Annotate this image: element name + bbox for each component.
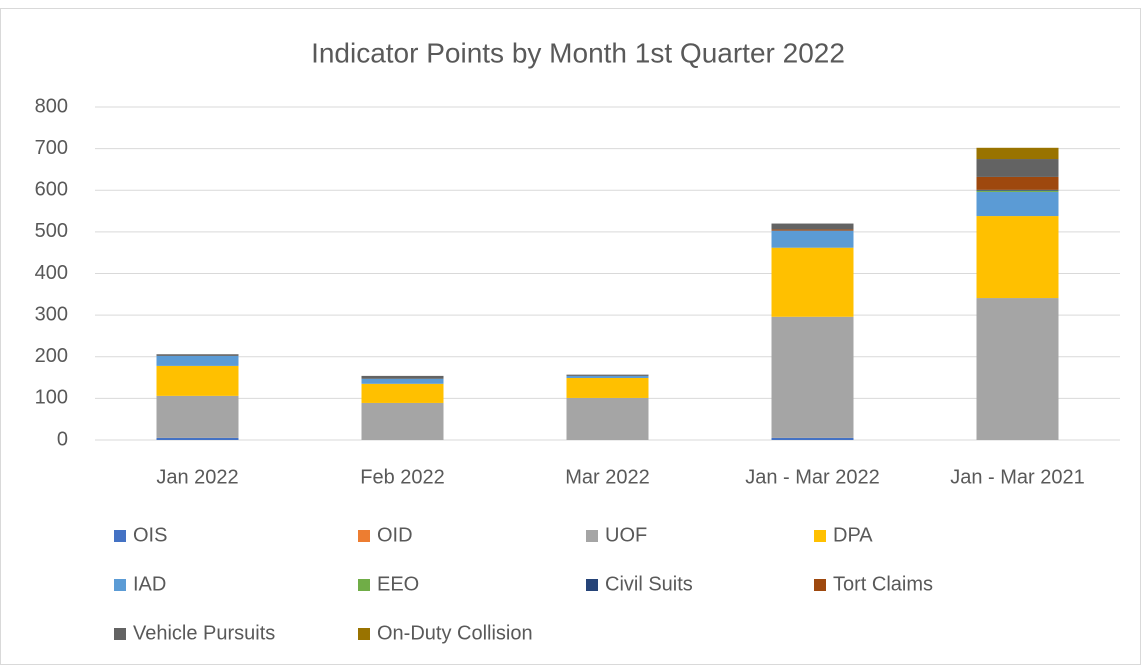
y-tick-label: 400: [35, 262, 68, 284]
legend-label: Tort Claims: [833, 573, 933, 595]
legend-swatch: [358, 579, 370, 591]
bar-segment: [771, 223, 854, 230]
x-tick-label: Jan - Mar 2021: [950, 466, 1085, 488]
bar-segment: [976, 216, 1059, 299]
y-tick-label: 0: [57, 428, 68, 450]
bar-segment: [361, 383, 444, 403]
bar-segment: [976, 298, 1059, 440]
bar-segment: [566, 375, 649, 378]
bar-segment: [361, 375, 444, 379]
y-tick-label: 800: [35, 95, 68, 117]
chart-title: Indicator Points by Month 1st Quarter 20…: [311, 37, 845, 68]
y-tick-label: 700: [35, 137, 68, 159]
legend-swatch: [586, 530, 598, 542]
x-tick-label: Feb 2022: [360, 466, 445, 488]
bar-segment: [771, 230, 854, 248]
bar-segment: [566, 374, 649, 376]
legend-swatch: [586, 579, 598, 591]
y-tick-label: 500: [35, 220, 68, 242]
legend-swatch: [114, 530, 126, 542]
legend-label: Civil Suits: [605, 573, 693, 595]
legend-label: UOF: [605, 524, 647, 546]
legend-swatch: [114, 628, 126, 640]
y-tick-label: 600: [35, 179, 68, 201]
bar-segment: [156, 395, 239, 438]
bar-segment: [771, 247, 854, 317]
legend-label: Vehicle Pursuits: [133, 622, 275, 644]
bar-segment: [566, 397, 649, 440]
bar-segment: [976, 147, 1059, 160]
bar-segment: [156, 355, 239, 366]
y-tick-label: 200: [35, 345, 68, 367]
bar-segment: [976, 176, 1059, 190]
legend-swatch: [814, 530, 826, 542]
y-tick-label: 300: [35, 303, 68, 325]
x-tick-label: Jan - Mar 2022: [745, 466, 880, 488]
legend-swatch: [358, 530, 370, 542]
x-tick-label: Mar 2022: [565, 466, 650, 488]
bar-segment: [361, 402, 444, 440]
bar-segment: [771, 437, 854, 440]
legend-swatch: [358, 628, 370, 640]
bar-segment: [156, 437, 239, 440]
y-tick-label: 100: [35, 387, 68, 409]
x-tick-label: Jan 2022: [156, 466, 238, 488]
legend-label: OIS: [133, 524, 167, 546]
chart-border: [0, 8, 1141, 665]
legend-label: OID: [377, 524, 413, 546]
bar-segment: [361, 378, 444, 384]
legend-label: IAD: [133, 573, 166, 595]
bar-segment: [156, 354, 239, 356]
bar-segment: [156, 365, 239, 396]
legend-label: DPA: [833, 524, 873, 546]
bar-segment: [976, 189, 1059, 191]
bar-segment: [976, 191, 1059, 217]
bar-segment: [976, 159, 1059, 177]
bar-segment: [976, 190, 1059, 192]
legend-swatch: [814, 579, 826, 591]
legend-label: On-Duty Collision: [377, 622, 533, 644]
legend-label: EEO: [377, 573, 419, 595]
bar-segment: [566, 377, 649, 398]
bar-segment: [771, 229, 854, 231]
legend-swatch: [114, 579, 126, 591]
bar-segment: [771, 316, 854, 438]
